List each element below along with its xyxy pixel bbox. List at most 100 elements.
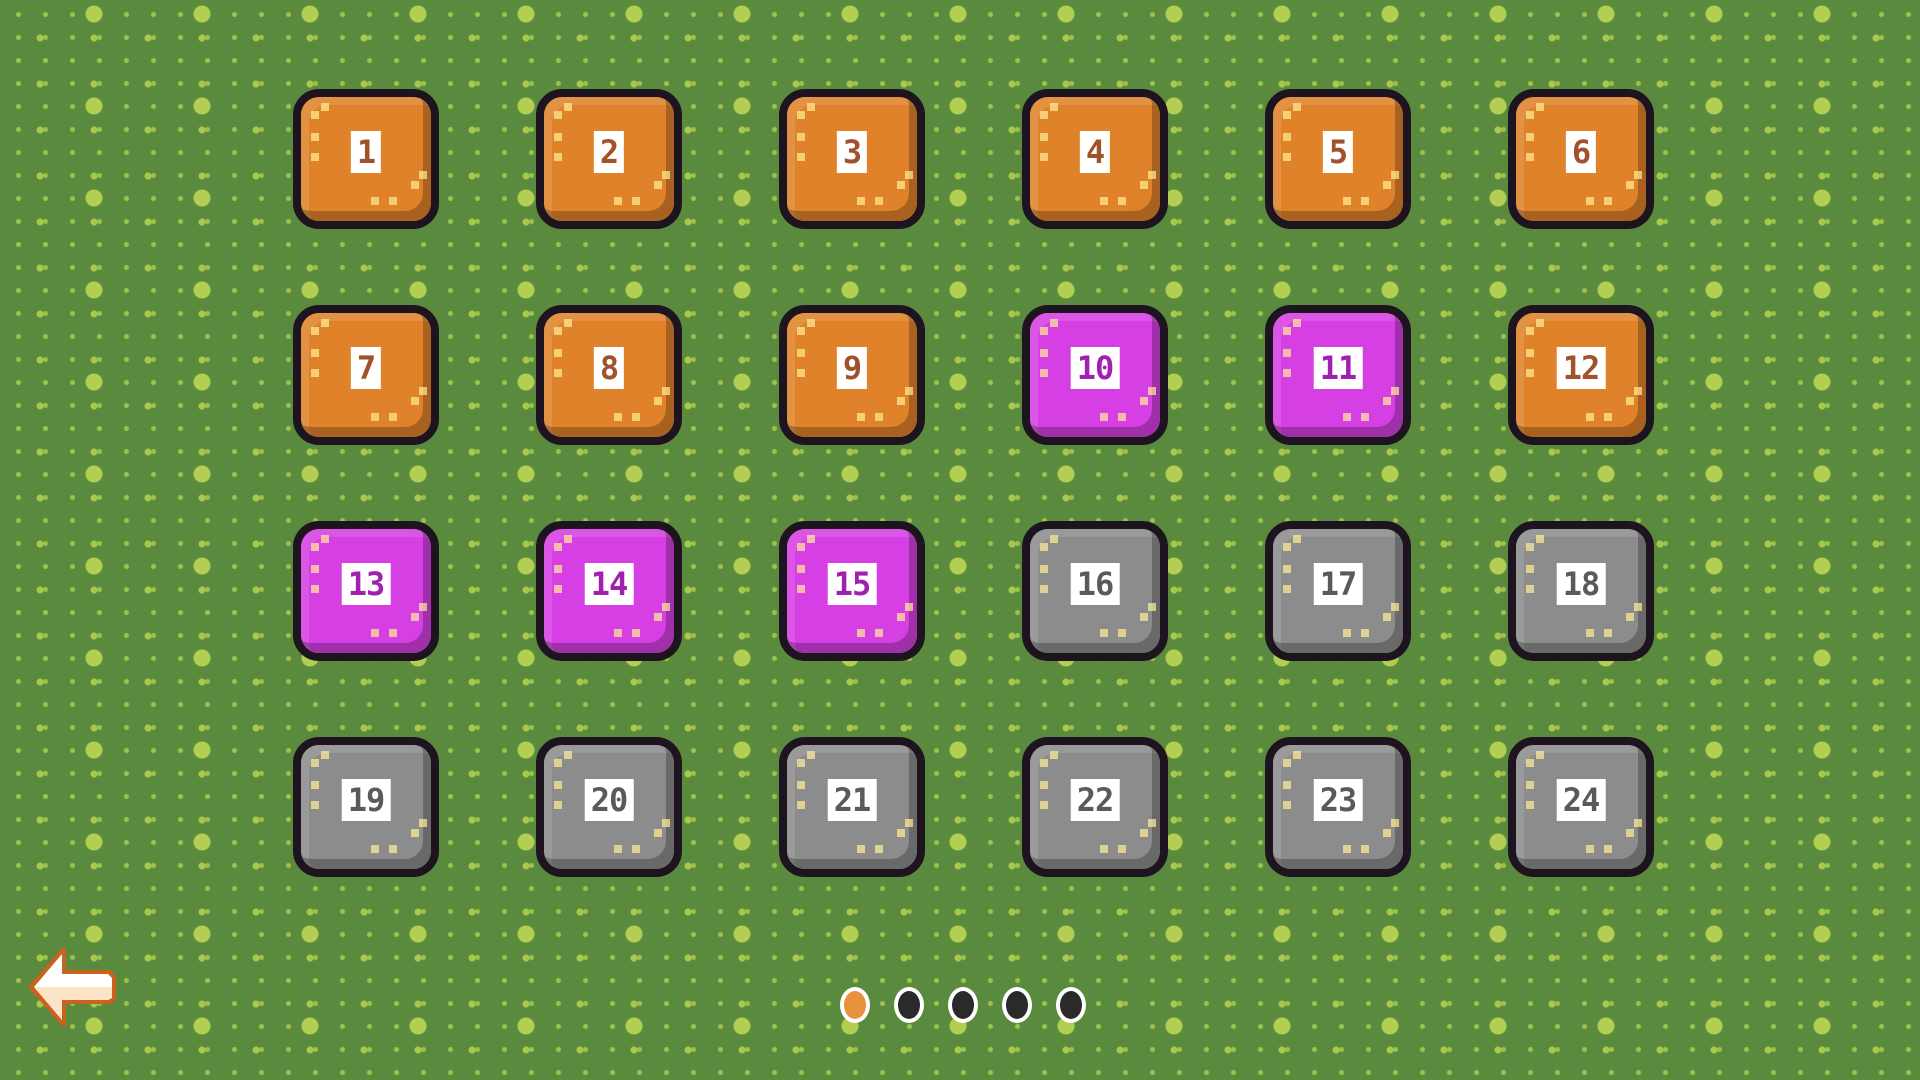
level-number: 18 — [1556, 562, 1606, 605]
sparkle — [1343, 197, 1351, 205]
level-number: 16 — [1070, 562, 1120, 605]
sparkle — [554, 153, 562, 161]
sparkle — [1148, 387, 1156, 395]
sparkle — [1040, 349, 1048, 357]
sparkle — [1361, 629, 1369, 637]
sparkle — [897, 397, 905, 405]
sparkle — [1140, 613, 1148, 621]
sparkle — [1526, 565, 1534, 573]
sparkle — [797, 543, 805, 551]
sparkle — [1040, 133, 1048, 141]
level-button-13[interactable]: 13 — [293, 521, 439, 661]
level-button-5[interactable]: 5 — [1265, 89, 1411, 229]
level-button-23: 23 — [1265, 737, 1411, 877]
sparkle — [1283, 543, 1291, 551]
sparkle — [371, 629, 379, 637]
sparkle — [1361, 413, 1369, 421]
sparkle — [1343, 629, 1351, 637]
level-button-19: 19 — [293, 737, 439, 877]
sparkle — [654, 613, 662, 621]
sparkle — [321, 319, 329, 327]
sparkle — [554, 327, 562, 335]
level-button-11[interactable]: 11 — [1265, 305, 1411, 445]
level-button-6[interactable]: 6 — [1508, 89, 1654, 229]
level-button-10[interactable]: 10 — [1022, 305, 1168, 445]
level-button-7[interactable]: 7 — [293, 305, 439, 445]
level-number: 15 — [827, 562, 877, 605]
sparkle — [1604, 413, 1612, 421]
sparkle — [311, 585, 319, 593]
sparkle — [614, 845, 622, 853]
sparkle — [554, 585, 562, 593]
sparkle — [1391, 387, 1399, 395]
sparkle — [371, 197, 379, 205]
page-dot-4[interactable] — [1002, 987, 1032, 1023]
level-button-1[interactable]: 1 — [293, 89, 439, 229]
sparkle — [905, 819, 913, 827]
sparkle — [1586, 413, 1594, 421]
sparkle — [905, 603, 913, 611]
sparkle — [1118, 845, 1126, 853]
sparkle — [1526, 585, 1534, 593]
level-button-12[interactable]: 12 — [1508, 305, 1654, 445]
level-button-4[interactable]: 4 — [1022, 89, 1168, 229]
sparkle — [797, 133, 805, 141]
level-button-15[interactable]: 15 — [779, 521, 925, 661]
sparkle — [554, 133, 562, 141]
level-button-14[interactable]: 14 — [536, 521, 682, 661]
sparkle — [411, 613, 419, 621]
sparkle — [1283, 759, 1291, 767]
level-button-20: 20 — [536, 737, 682, 877]
page-dot-5[interactable] — [1056, 987, 1086, 1023]
sparkle — [1526, 369, 1534, 377]
sparkle — [311, 801, 319, 809]
level-number: 21 — [827, 778, 877, 821]
sparkle — [632, 413, 640, 421]
sparkle — [311, 111, 319, 119]
sparkle — [311, 153, 319, 161]
sparkle — [564, 535, 572, 543]
level-number: 19 — [341, 778, 391, 821]
sparkle — [1526, 543, 1534, 551]
sparkle — [1293, 751, 1301, 759]
sparkle — [632, 629, 640, 637]
sparkle — [1343, 845, 1351, 853]
level-button-9[interactable]: 9 — [779, 305, 925, 445]
sparkle — [1040, 781, 1048, 789]
sparkle — [1604, 629, 1612, 637]
sparkle — [411, 397, 419, 405]
level-number: 2 — [593, 130, 625, 173]
sparkle — [1050, 535, 1058, 543]
level-button-16: 16 — [1022, 521, 1168, 661]
sparkle — [1626, 829, 1634, 837]
sparkle — [1586, 197, 1594, 205]
sparkle — [1283, 111, 1291, 119]
level-button-8[interactable]: 8 — [536, 305, 682, 445]
arrow-left-icon — [28, 948, 116, 1026]
sparkle — [1140, 181, 1148, 189]
sparkle — [389, 629, 397, 637]
page-dot-2[interactable] — [894, 987, 924, 1023]
sparkle — [875, 629, 883, 637]
level-button-22: 22 — [1022, 737, 1168, 877]
sparkle — [797, 327, 805, 335]
level-number: 5 — [1322, 130, 1354, 173]
sparkle — [1040, 759, 1048, 767]
level-button-2[interactable]: 2 — [536, 89, 682, 229]
level-number: 14 — [584, 562, 634, 605]
sparkle — [311, 759, 319, 767]
page-dot-3[interactable] — [948, 987, 978, 1023]
sparkle — [1100, 845, 1108, 853]
page-dot-1[interactable] — [840, 987, 870, 1023]
sparkle — [797, 111, 805, 119]
sparkle — [1040, 327, 1048, 335]
sparkle — [1283, 369, 1291, 377]
sparkle — [311, 349, 319, 357]
sparkle — [554, 801, 562, 809]
sparkle — [857, 845, 865, 853]
sparkle — [1050, 103, 1058, 111]
sparkle — [1148, 819, 1156, 827]
sparkle — [1040, 369, 1048, 377]
level-button-3[interactable]: 3 — [779, 89, 925, 229]
back-button[interactable] — [22, 942, 120, 1032]
